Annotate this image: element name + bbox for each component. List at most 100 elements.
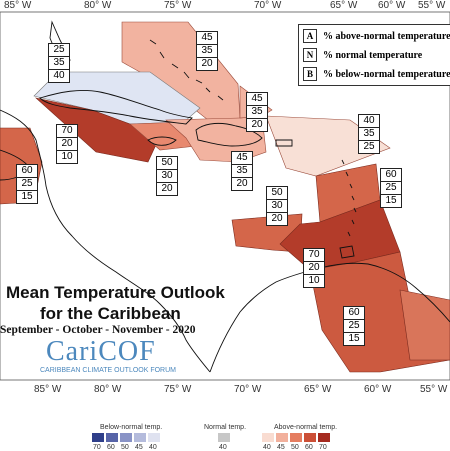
legend-normal-tick-label: 40: [219, 444, 227, 451]
legend-below-tick-label: 70: [93, 444, 101, 451]
prob-normal: 25: [344, 320, 364, 333]
coastline-cuba: [39, 89, 193, 125]
legend-below-swatch: [120, 433, 132, 442]
prob-above: 45: [197, 32, 217, 45]
lon-top-label: 70° W: [254, 0, 282, 11]
prob-above: 70: [57, 125, 77, 138]
prob-above: 60: [17, 165, 37, 178]
prob-box-jamaica: 50 30 20: [156, 156, 178, 196]
prob-above: 40: [359, 115, 379, 128]
legend-below-label: Below-normal temp.: [100, 424, 163, 431]
prob-normal: 25: [17, 178, 37, 191]
coastline-trinidad: [339, 245, 355, 259]
key-text: % normal temperature: [323, 49, 423, 61]
legend-above-swatch: [276, 433, 288, 442]
key-letter: B: [303, 67, 317, 81]
legend-above-swatch: [262, 433, 274, 442]
prob-below: 25: [363, 141, 375, 152]
coastline-central-america: [0, 109, 211, 373]
coastline-jamaica: [147, 136, 177, 146]
lon-bottom-label: 65° W: [304, 384, 332, 395]
coastline-puerto-rico: [275, 139, 293, 147]
key-letter: A: [303, 29, 317, 43]
logo-name: CariCOF: [46, 336, 156, 367]
key-text: % above-normal temperature: [323, 30, 450, 42]
prob-normal: 20: [57, 138, 77, 151]
prob-box-turks-caicos: 45 35 20: [246, 92, 268, 132]
prob-above: 45: [232, 152, 252, 165]
lon-bottom-label: 75° W: [164, 384, 192, 395]
prob-normal: 25: [381, 182, 401, 195]
prob-below: 10: [61, 151, 73, 162]
legend-below-tick-label: 45: [135, 444, 143, 451]
legend-normal-label: Normal temp.: [204, 424, 247, 431]
prob-below: 10: [308, 275, 320, 286]
prob-above: 45: [247, 93, 267, 106]
legend-above-tick-label: 60: [305, 444, 313, 451]
lon-top-label: 60° W: [378, 0, 406, 11]
prob-below: 20: [236, 178, 248, 189]
prob-box-cayman-jamaica-west: 70 20 10: [56, 124, 78, 164]
key-row-normal: N % normal temperature: [303, 48, 422, 62]
legend-normal-swatch: [218, 433, 230, 442]
prob-above: 70: [304, 249, 324, 262]
lon-bottom-label: 85° W: [34, 384, 62, 395]
coastline-hispaniola: [195, 122, 263, 147]
legend-above-tick-label: 50: [291, 444, 299, 451]
prob-above: 60: [381, 169, 401, 182]
map-title-line1: Mean Temperature Outlook: [6, 283, 225, 302]
prob-box-caribbean-sea-central: 50 30 20: [266, 186, 288, 226]
logo-subtitle: CARIBBEAN CLIMATE OUTLOOK FORUM: [40, 367, 176, 374]
legend-below-swatch: [134, 433, 146, 442]
prob-above: 50: [157, 157, 177, 170]
prob-below: 40: [53, 70, 65, 81]
legend-above-swatch: [290, 433, 302, 442]
prob-normal: 35: [232, 165, 252, 178]
legend-below-swatch: [148, 433, 160, 442]
lon-bottom-label: 80° W: [94, 384, 122, 395]
prob-normal: 30: [267, 200, 287, 213]
legend-above-label: Above-normal temp.: [274, 424, 338, 431]
key-row-above: A % above-normal temperature: [303, 29, 450, 43]
prob-normal: 30: [157, 170, 177, 183]
legend-below-tick-label: 40: [149, 444, 157, 451]
lon-bottom-label: 70° W: [234, 384, 262, 395]
map-key: A % above-normal temperature N % normal …: [298, 24, 450, 86]
legend-below-tick-label: 60: [107, 444, 115, 451]
lon-top-label: 80° W: [84, 0, 112, 11]
prob-above: 60: [344, 307, 364, 320]
prob-below: 20: [201, 58, 213, 69]
prob-box-hispaniola: 45 35 20: [231, 151, 253, 191]
lon-top-label: 85° W: [4, 0, 32, 11]
prob-above: 50: [267, 187, 287, 200]
prob-box-bahamas: 45 35 20: [196, 31, 218, 71]
prob-normal: 20: [304, 262, 324, 275]
prob-normal: 35: [359, 128, 379, 141]
key-row-below: B % below-normal temperature: [303, 67, 450, 81]
prob-normal: 35: [247, 106, 267, 119]
legend-above-tick-label: 40: [263, 444, 271, 451]
legend-above-tick-label: 70: [319, 444, 327, 451]
caricof-logo: CariCOF CARIBBEAN CLIMATE OUTLOOK FORUM: [40, 336, 180, 378]
lon-bottom-label: 55° W: [420, 384, 448, 395]
map-title-line2: for the Caribbean: [40, 304, 181, 323]
lon-bottom-label: 60° W: [364, 384, 392, 395]
prob-below: 15: [385, 195, 397, 206]
legend-above-tick-label: 45: [277, 444, 285, 451]
legend-above-swatch: [304, 433, 316, 442]
prob-normal: 35: [49, 57, 69, 70]
prob-below: 20: [271, 213, 283, 224]
key-text: % below-normal temperature: [323, 68, 450, 80]
legend-below-swatch: [92, 433, 104, 442]
prob-box-guianas: 60 25 15: [343, 306, 365, 346]
prob-box-belize: 60 25 15: [16, 164, 38, 204]
lon-top-label: 65° W: [330, 0, 358, 11]
prob-box-leeward-islands: 60 25 15: [380, 168, 402, 208]
prob-below: 15: [348, 333, 360, 344]
coastline-lesser-antilles: [341, 159, 357, 237]
prob-normal: 35: [197, 45, 217, 58]
legend-below-swatch: [106, 433, 118, 442]
map-season: September - October - November - 2020: [0, 324, 196, 336]
prob-box-cuba: 25 35 40: [48, 43, 70, 83]
